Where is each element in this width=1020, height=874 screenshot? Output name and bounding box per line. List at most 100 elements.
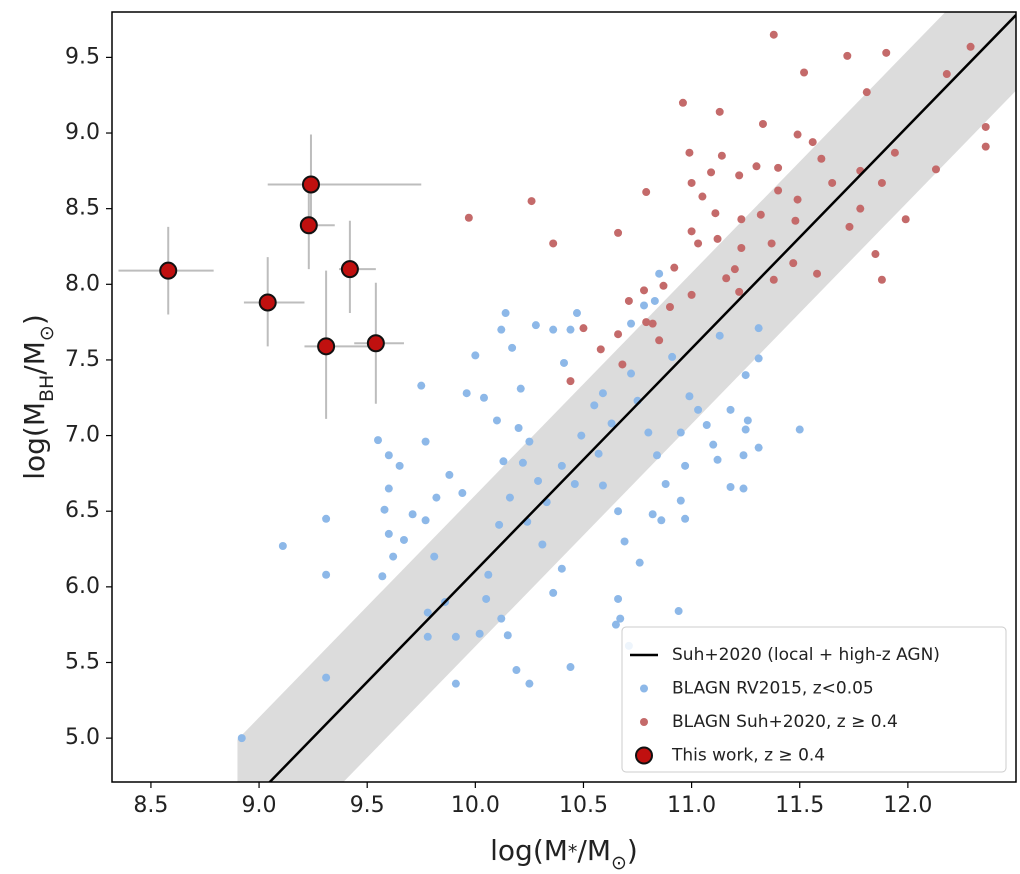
- scatter-point: [451, 632, 460, 641]
- scatter-point: [791, 216, 800, 225]
- label-part: ⊙: [36, 325, 58, 341]
- scatter-point: [769, 275, 778, 284]
- scatter-point: [871, 250, 880, 259]
- scatter-point: [877, 275, 886, 284]
- x-tick-label: 9.5: [350, 793, 385, 818]
- label-part: *: [568, 841, 578, 863]
- scatter-point: [614, 228, 623, 237]
- scatter-point: [640, 301, 649, 310]
- scatter-point: [678, 98, 687, 107]
- x-tick-label: 12.0: [883, 793, 932, 818]
- scatter-point: [627, 369, 636, 378]
- scatter-point: [572, 309, 581, 318]
- scatter-point: [395, 461, 404, 470]
- scatter-point: [743, 416, 752, 425]
- scatter-point: [492, 416, 501, 425]
- scatter-point: [752, 162, 761, 171]
- scatter-point: [518, 458, 527, 467]
- scatter-point: [698, 192, 707, 201]
- scatter-point: [685, 392, 694, 401]
- label-part: /M: [577, 834, 611, 867]
- scatter-point: [694, 239, 703, 248]
- scatter-point: [650, 296, 659, 305]
- scatter-point: [566, 663, 575, 672]
- scatter-point: [322, 673, 331, 682]
- scatter-point: [713, 455, 722, 464]
- scatter-point: [627, 319, 636, 328]
- label-part: BH: [36, 375, 58, 402]
- scatter-point: [445, 470, 454, 479]
- x-tick-label: 11.5: [775, 793, 824, 818]
- scatter-point: [430, 552, 439, 561]
- scatter-point: [538, 540, 547, 549]
- scatter-point: [882, 48, 891, 57]
- scatter-point: [577, 431, 586, 440]
- scatter-point: [557, 564, 566, 573]
- scatter-point: [709, 440, 718, 449]
- scatter-point: [702, 420, 711, 429]
- scatter-point: [800, 68, 809, 77]
- scatter-point: [737, 215, 746, 224]
- scatter-point: [594, 449, 603, 458]
- scatter-point: [616, 614, 625, 623]
- measurement-point: [159, 261, 178, 280]
- scatter-point: [378, 572, 387, 581]
- scatter-band: [237, 12, 1016, 782]
- axes: 8.5 9.0 9.5 10.0 10.5 11.0 11.5 12.0 5.0 5.5 6.0 6.…: [18, 44, 932, 873]
- scatter-point: [687, 290, 696, 299]
- scatter-point: [856, 204, 865, 213]
- scatter-point: [451, 679, 460, 688]
- label-part: ): [18, 314, 51, 325]
- legend-marker: [635, 746, 653, 765]
- scatter-point: [758, 119, 767, 128]
- scatter-point: [707, 168, 716, 177]
- scatter-point: [735, 171, 744, 180]
- legend-label: BLAGN Suh+2020, z ≥ 0.4: [672, 712, 898, 732]
- scatter-point: [670, 263, 679, 272]
- scatter-point: [237, 734, 246, 743]
- scatter-point: [614, 330, 623, 339]
- scatter-point: [484, 570, 493, 579]
- scatter-point: [845, 222, 854, 231]
- scatter-point: [681, 514, 690, 523]
- y-tick-label: 7.5: [65, 347, 100, 372]
- scatter-point: [862, 88, 871, 97]
- scatter-point: [713, 234, 722, 243]
- scatter-point: [560, 358, 568, 367]
- scatter-point: [652, 451, 661, 460]
- scatter-point: [527, 197, 536, 206]
- scatter-point: [495, 520, 504, 529]
- scatter-point: [423, 632, 432, 641]
- label-part: log(M: [18, 402, 51, 480]
- scatter-point: [380, 505, 389, 514]
- scatter-point: [808, 138, 817, 147]
- scatter-point: [981, 142, 990, 151]
- scatter-point: [499, 457, 508, 466]
- scatter-point: [458, 489, 467, 498]
- scatter-point: [417, 381, 426, 390]
- x-axis-label: log(M*/M⊙): [490, 834, 638, 874]
- scatter-point: [674, 607, 683, 616]
- scatter-point: [769, 30, 778, 39]
- scatter-point: [322, 570, 331, 579]
- scatter-point: [423, 608, 432, 617]
- scatter-point: [620, 537, 629, 546]
- scatter-point: [512, 666, 521, 675]
- scatter-point: [789, 259, 798, 268]
- scatter-point: [661, 479, 670, 488]
- scatter-point: [741, 371, 750, 380]
- scatter-point: [694, 405, 703, 414]
- scatter-point: [793, 130, 802, 139]
- scatter-point: [657, 516, 666, 525]
- scatter-point: [503, 631, 512, 640]
- scatter-point: [685, 148, 694, 157]
- legend: Suh+2020 (local + high-z AGN) BLAGN RV201…: [621, 626, 1007, 773]
- scatter-point: [717, 151, 726, 160]
- scatter-point: [726, 405, 735, 414]
- scatter-point: [607, 419, 616, 428]
- scatter-point: [479, 393, 488, 402]
- scatter-point: [877, 178, 886, 187]
- scatter-point: [635, 558, 644, 567]
- scatter-point: [665, 302, 674, 311]
- scatter-point: [644, 428, 653, 437]
